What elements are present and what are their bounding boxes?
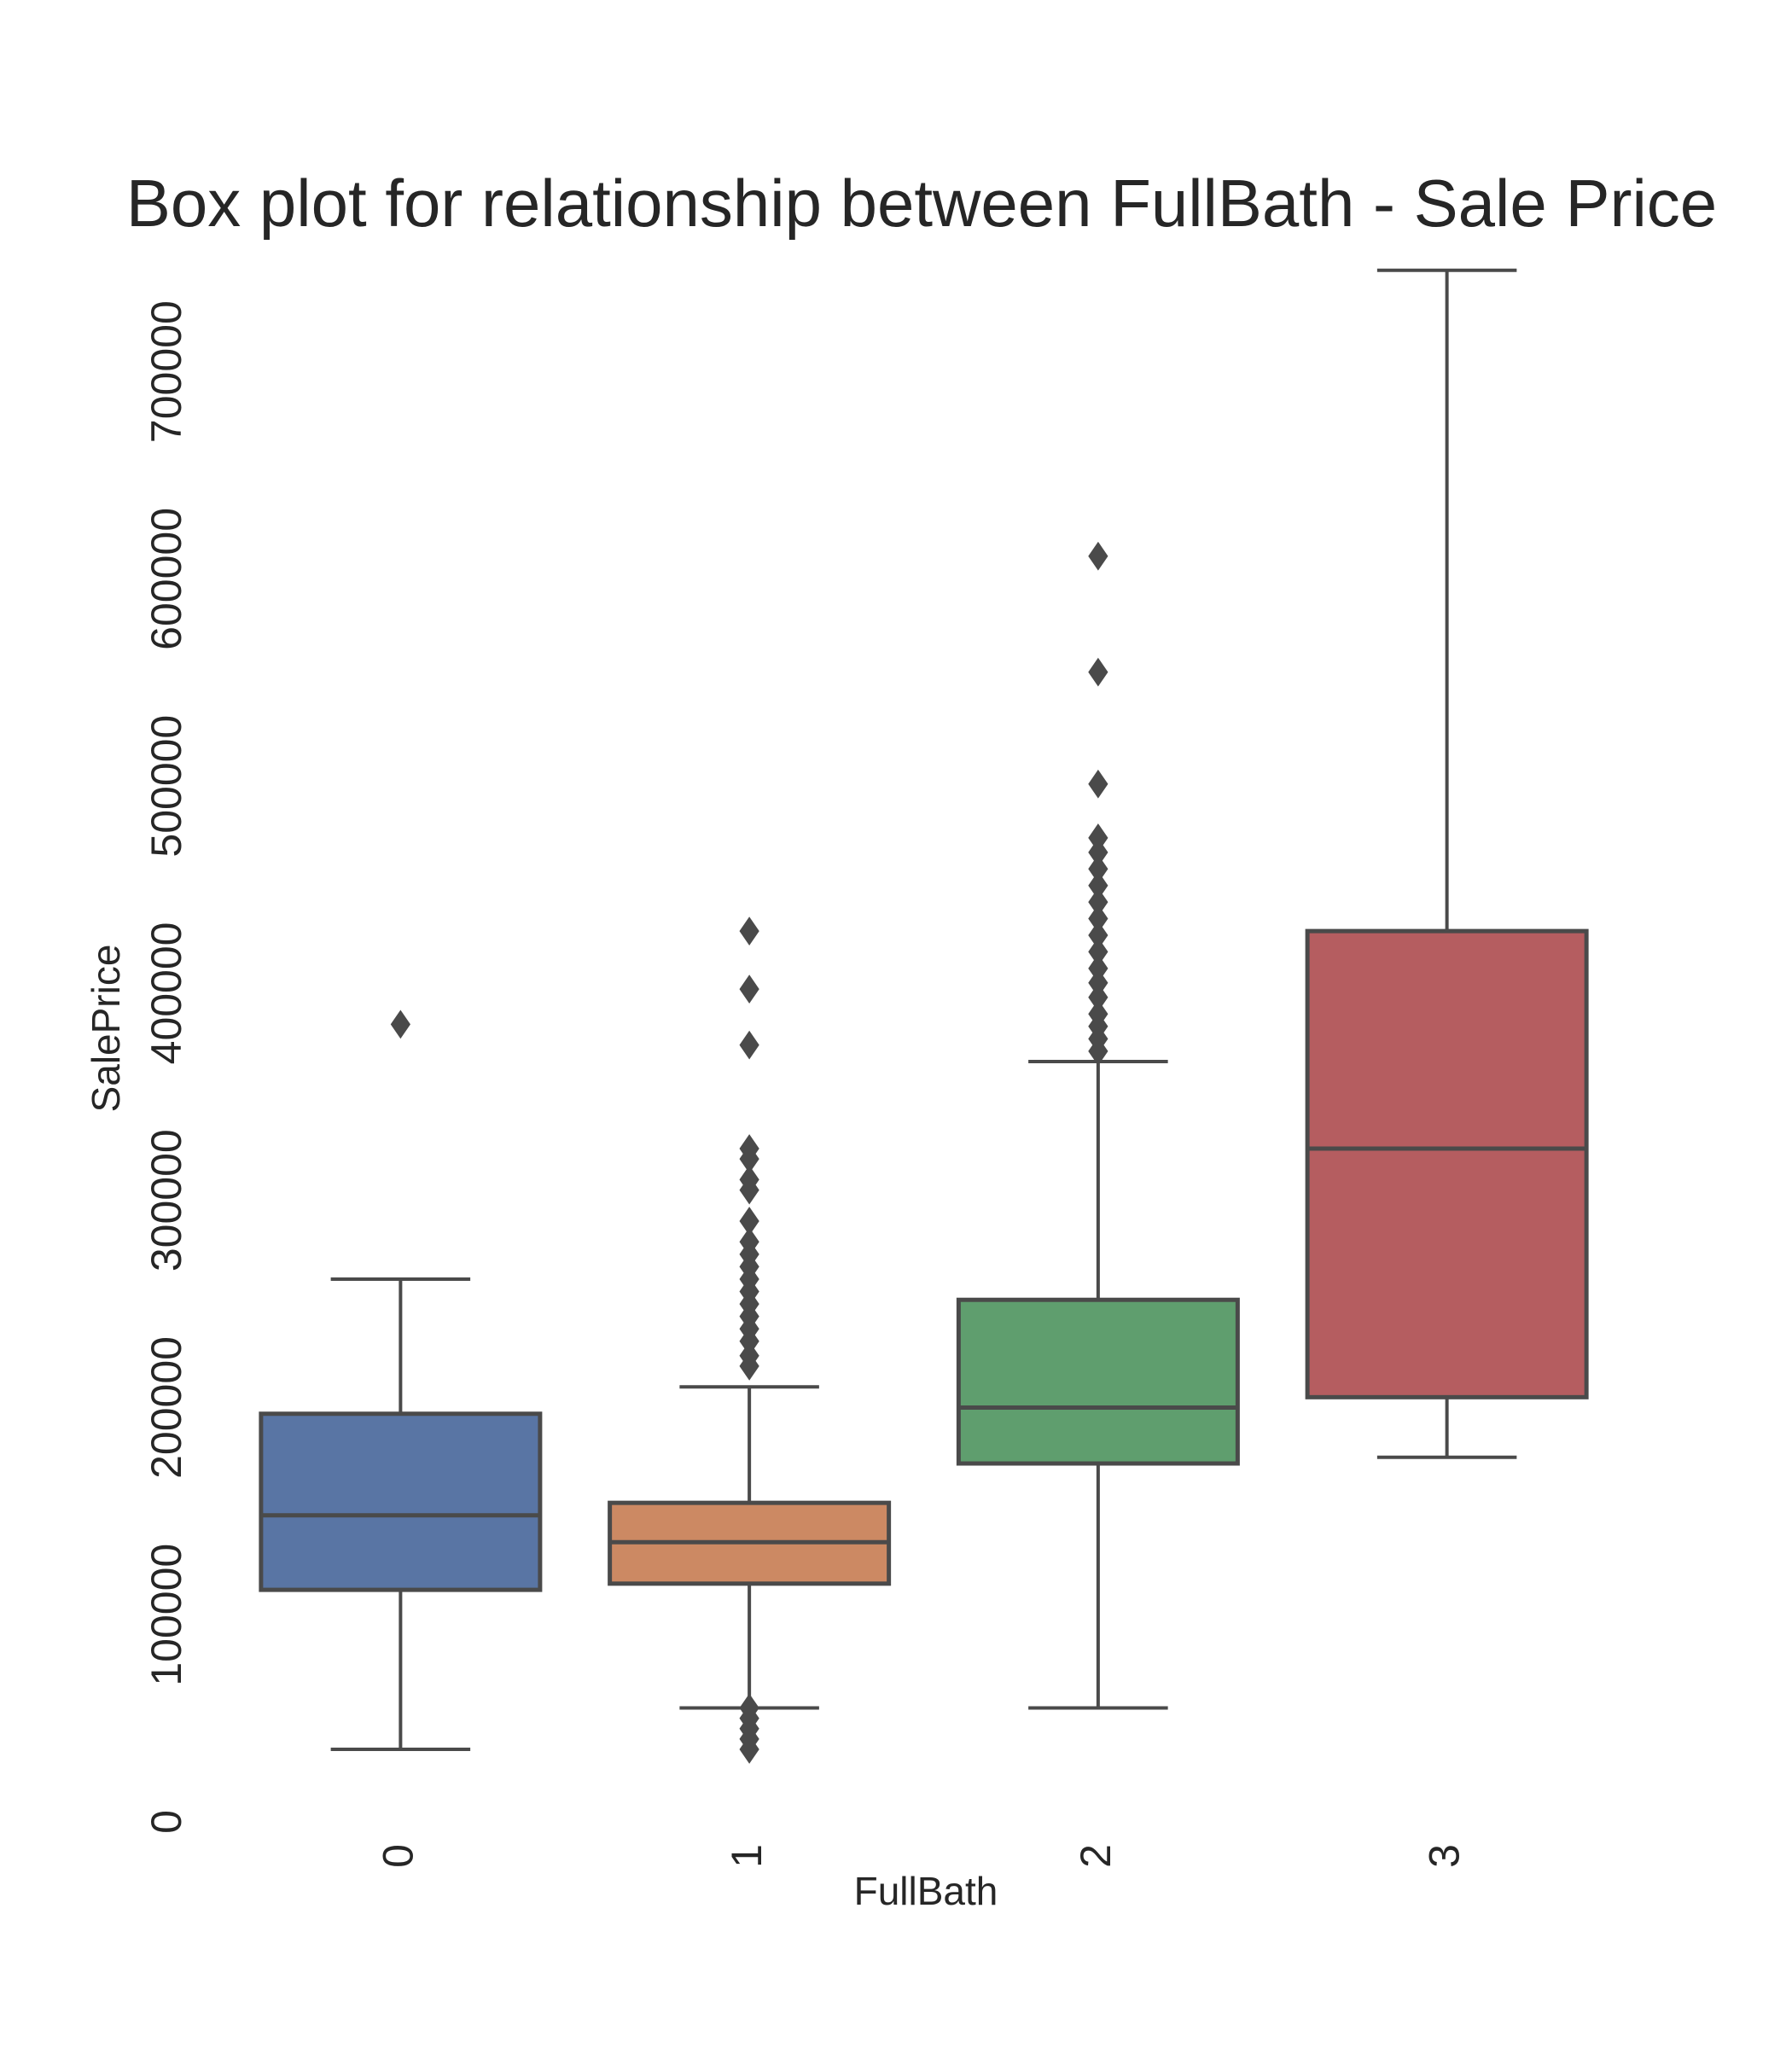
outlier-point [1088, 999, 1108, 1029]
y-tick-label: 600000 [143, 508, 190, 650]
outlier-point [1088, 823, 1108, 852]
outlier-point [1088, 904, 1108, 934]
y-tick-labels: 0 100000 200000 300000 400000 500000 600000 700… [143, 300, 190, 1834]
y-tick-label: 0 [143, 1810, 190, 1834]
box-3 [1305, 268, 1589, 1459]
x-tick-label: 1 [723, 1844, 771, 1868]
box-1 [608, 916, 892, 1764]
outlier-point [1088, 953, 1108, 983]
outlier-point [1088, 887, 1108, 917]
outlier-point [1088, 921, 1108, 950]
outlier-point [739, 1134, 759, 1163]
outlier-point [1088, 541, 1108, 571]
outlier-point [739, 916, 759, 946]
iqr-box [956, 1297, 1240, 1466]
x-tick-labels: 0 1 2 3 [374, 1844, 1468, 1868]
outlier-point [1088, 982, 1108, 1012]
y-tick-label: 200000 [143, 1336, 190, 1479]
outlier-point [1088, 968, 1108, 998]
outlier-point [1088, 937, 1108, 967]
iqr-box [259, 1411, 543, 1592]
x-tick-label: 2 [1072, 1844, 1120, 1868]
outlier-point [739, 975, 759, 1004]
iqr-box [1305, 928, 1589, 1399]
y-tick-label: 700000 [143, 300, 190, 443]
outlier-point [1088, 870, 1108, 900]
outlier-point [1088, 854, 1108, 884]
outlier-point [739, 1693, 759, 1723]
outlier-point [739, 1165, 759, 1195]
x-tick-label: 0 [374, 1844, 422, 1868]
y-tick-label: 300000 [143, 1129, 190, 1271]
outlier-point [1088, 837, 1108, 867]
box-0 [259, 1009, 543, 1752]
outlier-point [739, 1030, 759, 1060]
outlier-point [739, 1341, 759, 1370]
outlier-point [1088, 769, 1108, 799]
outlier-point [739, 1207, 759, 1236]
outlier-point [1088, 657, 1108, 687]
y-tick-label: 100000 [143, 1544, 190, 1686]
chart-title: Box plot for relationship between FullBa… [126, 166, 1717, 241]
y-tick-label: 400000 [143, 922, 190, 1065]
outlier-point [390, 1009, 410, 1039]
y-tick-label: 500000 [143, 715, 190, 858]
y-axis-label: SalePrice [84, 945, 128, 1113]
box-2 [956, 541, 1240, 1710]
box-group [259, 268, 1589, 1764]
x-tick-label: 3 [1421, 1844, 1469, 1868]
outlier-point [739, 1227, 759, 1257]
x-axis-label: FullBath [854, 1869, 998, 1913]
